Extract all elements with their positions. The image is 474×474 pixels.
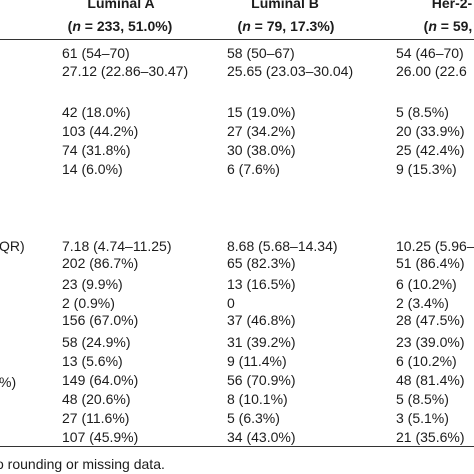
table-cell: 9 (15.3%) — [396, 161, 457, 177]
table-cell: 8 (10.1%) — [227, 391, 288, 407]
column-subheader-her2: (n = 59, — [423, 18, 473, 34]
table-cell: 2 (0.9%) — [62, 295, 115, 311]
table-cell: 15 (19.0%) — [227, 104, 296, 120]
table-cell: 56 (70.9%) — [227, 372, 296, 388]
n-value: = 59, — [436, 18, 473, 34]
table-cell: 13 (16.5%) — [227, 276, 296, 292]
table-cell: 5 (8.5%) — [396, 391, 449, 407]
table-cell: 28 (47.5%) — [396, 312, 465, 328]
column-subheader-luminal-b: (n = 79, 17.3%) — [237, 18, 335, 34]
column-header-luminal-a: Luminal A — [87, 0, 155, 11]
table-cell: 6 (10.2%) — [396, 353, 457, 369]
table-cell: 23 (9.9%) — [62, 276, 123, 292]
column-header-luminal-b: Luminal B — [251, 0, 319, 11]
bottom-rule — [0, 446, 474, 447]
table-cell: 37 (46.8%) — [227, 312, 296, 328]
table-cell: 107 (45.9%) — [62, 429, 139, 445]
table-cell: 48 (81.4%) — [396, 372, 465, 388]
table-cell: 30 (38.0%) — [227, 142, 296, 158]
table-cell: 48 (20.6%) — [62, 391, 131, 407]
footnote: o rounding or missing data. — [0, 456, 165, 472]
table-cell: 9 (11.4%) — [227, 353, 287, 369]
n-symbol: n — [242, 18, 251, 34]
table-cell: 3 (5.1%) — [396, 410, 449, 426]
table-cell: 13 (5.6%) — [62, 353, 123, 369]
table-cell: 34 (43.0%) — [227, 429, 296, 445]
table-cell: 149 (64.0%) — [62, 372, 139, 388]
row-label-iqr: QR) — [0, 238, 25, 254]
table-cell: 58 (50–67) — [227, 45, 295, 61]
table-cell: 156 (67.0%) — [62, 312, 139, 328]
table-cell: 0 — [227, 295, 235, 311]
table-cell: 65 (82.3%) — [227, 255, 296, 271]
table-cell: 14 (6.0%) — [62, 161, 123, 177]
table-cell: 6 (7.6%) — [227, 161, 280, 177]
table-cell: 42 (18.0%) — [62, 104, 131, 120]
table-cell: 51 (86.4%) — [396, 255, 465, 271]
column-subheader-luminal-a: (n = 233, 51.0%) — [67, 18, 173, 34]
table-cell: 5 (8.5%) — [396, 104, 449, 120]
n-value: = 233, 51.0%) — [80, 18, 173, 34]
table-cell: 27 (11.6%) — [62, 410, 130, 426]
table-cell: 27 (34.2%) — [227, 123, 296, 139]
table-cell: 103 (44.2%) — [62, 123, 139, 139]
table-cell: 74 (31.8%) — [62, 142, 131, 158]
table-cell: 10.25 (5.96– — [396, 238, 474, 254]
table-cell: 20 (33.9%) — [396, 123, 465, 139]
header-rule — [0, 39, 474, 40]
table-cell: 25.65 (23.03–30.04) — [227, 63, 354, 79]
row-label-percent: %) — [0, 374, 17, 390]
table-cell: 5 (6.3%) — [227, 410, 280, 426]
table-cell: 31 (39.2%) — [227, 334, 296, 350]
n-value: = 79, 17.3%) — [250, 18, 335, 34]
table-cell: 6 (10.2%) — [396, 276, 457, 292]
table-cell: 61 (54–70) — [62, 45, 130, 61]
table-cell: 54 (46–70) — [396, 45, 464, 61]
n-symbol: n — [428, 18, 437, 34]
table-cell: 202 (86.7%) — [62, 255, 139, 271]
table-cell: 26.00 (22.6 — [396, 63, 467, 79]
table-cell: 8.68 (5.68–14.34) — [227, 238, 338, 254]
n-symbol: n — [72, 18, 81, 34]
table-cell: 2 (3.4%) — [396, 295, 449, 311]
table-cell: 25 (42.4%) — [396, 142, 465, 158]
column-header-her2: Her-2- — [431, 0, 473, 11]
table-cell: 23 (39.0%) — [396, 334, 465, 350]
table-cell: 27.12 (22.86–30.47) — [62, 63, 189, 79]
table-cell: 21 (35.6%) — [396, 429, 465, 445]
table-cell: 58 (24.9%) — [62, 334, 131, 350]
table-cell: 7.18 (4.74–11.25) — [62, 238, 172, 254]
